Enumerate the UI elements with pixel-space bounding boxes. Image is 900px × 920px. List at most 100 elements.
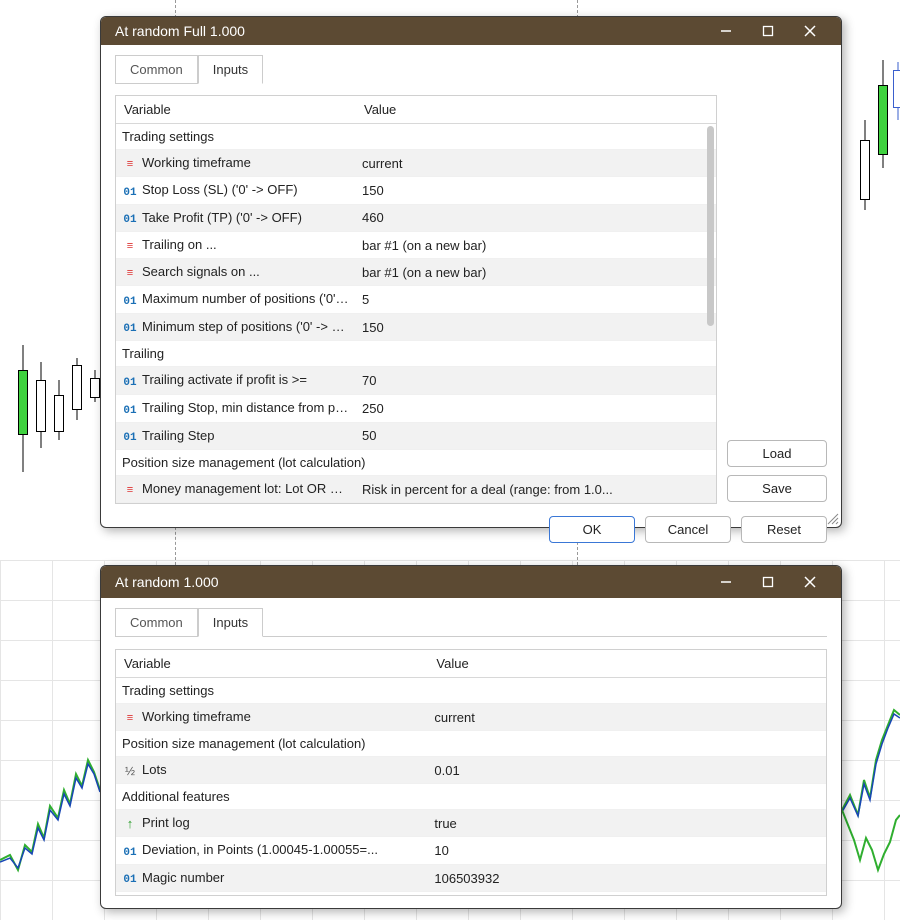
ok-button[interactable]: OK xyxy=(549,516,635,543)
variable-name: Trailing activate if profit is >= xyxy=(142,372,307,387)
value-cell[interactable]: true xyxy=(428,810,826,837)
int-type-icon: 01 xyxy=(122,292,138,308)
variable-cell[interactable]: 01Stop Loss (SL) ('0' -> OFF) xyxy=(116,177,356,205)
value-cell[interactable]: 5 xyxy=(356,286,716,314)
variable-cell[interactable]: 01Deviation, in Points (1.00045-1.00055=… xyxy=(116,837,428,865)
table-row[interactable]: ↑Print logtrue xyxy=(116,810,826,837)
section-header: Position size management (lot calculatio… xyxy=(116,731,826,757)
value-cell[interactable]: 50 xyxy=(356,422,716,450)
variable-name: Trailing Step xyxy=(142,428,215,443)
variable-name: Money management lot: Lot OR Risk xyxy=(142,481,355,496)
variable-cell[interactable]: 01Trailing activate if profit is >= xyxy=(116,367,356,395)
maximize-button[interactable] xyxy=(747,17,789,45)
table-row[interactable]: ≡ Working timeframe current xyxy=(116,704,826,731)
table-row[interactable]: ≡Trailing on ...bar #1 (on a new bar) xyxy=(116,232,716,259)
variable-cell[interactable]: ≡ Money management lot: Lot OR Risk xyxy=(116,476,356,503)
value-cell[interactable]: 460 xyxy=(356,204,716,232)
table-row[interactable]: ≡ Money management lot: Lot OR RiskRisk i… xyxy=(116,476,716,503)
variable-cell[interactable]: ↑Print log xyxy=(116,810,428,837)
variable-name: Working timeframe xyxy=(142,155,251,170)
variable-name: Trailing on ... xyxy=(142,237,217,252)
cancel-button[interactable]: Cancel xyxy=(645,516,731,543)
value-cell[interactable]: 0.01 xyxy=(428,757,826,784)
tab-common[interactable]: Common xyxy=(115,55,198,84)
variable-cell[interactable]: ≡ Working timeframe xyxy=(116,704,428,731)
inputs-table: Variable Value Trading settings≡Working … xyxy=(115,95,717,504)
variable-name: Working timeframe xyxy=(142,709,251,724)
tab-common[interactable]: Common xyxy=(115,608,198,637)
table-row[interactable]: ½Lots0.01 xyxy=(116,757,826,784)
value-cell[interactable]: 150 xyxy=(356,177,716,205)
col-value[interactable]: Value xyxy=(428,650,826,678)
section-header: Trading settings xyxy=(116,678,826,704)
variable-cell[interactable]: ≡ Working timeframe xyxy=(116,150,356,177)
maximize-button[interactable] xyxy=(747,568,789,596)
table-row[interactable]: 01Magic number106503932 xyxy=(116,864,826,892)
value-cell[interactable]: bar #1 (on a new bar) xyxy=(356,259,716,286)
value-cell[interactable]: 70 xyxy=(356,367,716,395)
col-variable[interactable]: Variable xyxy=(116,96,356,124)
table-row[interactable]: 01Deviation, in Points (1.00045-1.00055=… xyxy=(116,837,826,865)
variable-cell[interactable]: 01Take Profit (TP) ('0' -> OFF) xyxy=(116,204,356,232)
variable-cell[interactable]: 01Magic number xyxy=(116,864,428,892)
variable-cell[interactable]: ½Lots xyxy=(116,757,428,784)
tab-bar: Common Inputs xyxy=(101,45,841,84)
value-cell[interactable]: current xyxy=(356,150,716,177)
variable-cell[interactable]: 01Maximum number of positions ('0' -> O.… xyxy=(116,286,356,314)
value-cell[interactable]: Risk in percent for a deal (range: from … xyxy=(356,476,716,503)
variable-name: Deviation, in Points (1.00045-1.00055=..… xyxy=(142,842,378,857)
variable-cell[interactable]: 01Trailing Step xyxy=(116,422,356,450)
enum-type-icon: ≡ xyxy=(122,710,138,725)
table-row[interactable]: 01Trailing activate if profit is >=70 xyxy=(116,367,716,395)
table-row[interactable]: 01Stop Loss (SL) ('0' -> OFF)150 xyxy=(116,177,716,205)
double-type-icon: ½ xyxy=(122,763,138,778)
variable-cell[interactable]: ≡Trailing on ... xyxy=(116,232,356,259)
value-cell[interactable]: 10 xyxy=(428,837,826,865)
variable-cell[interactable]: 01 Minimum step of positions ('0' -> OFF) xyxy=(116,313,356,341)
tab-bar: Common Inputs xyxy=(101,598,841,637)
enum-type-icon: ≡ xyxy=(122,265,138,280)
value-cell[interactable]: 106503932 xyxy=(428,864,826,892)
variable-cell[interactable]: 01 Trailing Stop, min distance from price… xyxy=(116,395,356,423)
variable-name: Search signals on ... xyxy=(142,264,260,279)
variable-name: Minimum step of positions ('0' -> OFF) xyxy=(142,319,356,334)
int-type-icon: 01 xyxy=(122,319,138,335)
value-cell[interactable]: current xyxy=(428,704,826,731)
section-header: Additional features xyxy=(116,784,826,810)
table-row[interactable]: 01Trailing Step50 xyxy=(116,422,716,450)
table-row[interactable]: 01 Trailing Stop, min distance from price… xyxy=(116,395,716,423)
table-row[interactable]: ≡ Working timeframe current xyxy=(116,150,716,177)
table-row[interactable]: 01Maximum number of positions ('0' -> O.… xyxy=(116,286,716,314)
title-bar[interactable]: At random Full 1.000 xyxy=(101,17,841,45)
close-button[interactable] xyxy=(789,568,831,596)
col-variable[interactable]: Variable xyxy=(116,650,428,678)
enum-type-icon: ≡ xyxy=(122,482,138,497)
value-cell[interactable]: bar #1 (on a new bar) xyxy=(356,232,716,259)
table-row[interactable]: 01 Minimum step of positions ('0' -> OFF)… xyxy=(116,313,716,341)
title-bar[interactable]: At random 1.000 xyxy=(101,566,841,598)
load-button[interactable]: Load xyxy=(727,440,827,467)
resize-grip-icon[interactable] xyxy=(825,511,839,525)
minimize-button[interactable] xyxy=(705,568,747,596)
table-row[interactable]: ≡ Search signals on ... bar #1 (on a new b… xyxy=(116,259,716,286)
value-cell[interactable]: 150 xyxy=(356,313,716,341)
minimize-button[interactable] xyxy=(705,17,747,45)
window-title: At random 1.000 xyxy=(115,574,705,590)
value-cell[interactable]: 250 xyxy=(356,395,716,423)
close-button[interactable] xyxy=(789,17,831,45)
tab-inputs[interactable]: Inputs xyxy=(198,55,263,84)
reset-button[interactable]: Reset xyxy=(741,516,827,543)
tab-inputs[interactable]: Inputs xyxy=(198,608,263,637)
bool-type-icon: ↑ xyxy=(122,816,138,831)
section-header: Position size management (lot calculatio… xyxy=(116,450,716,476)
save-button[interactable]: Save xyxy=(727,475,827,502)
variable-cell[interactable]: ≡ Search signals on ... xyxy=(116,259,356,286)
enum-type-icon: ≡ xyxy=(122,156,138,171)
int-type-icon: 01 xyxy=(122,401,138,417)
col-value[interactable]: Value xyxy=(356,96,716,124)
variable-name: Trailing Stop, min distance from price t… xyxy=(142,400,356,415)
scrollbar[interactable] xyxy=(707,126,714,326)
window-title: At random Full 1.000 xyxy=(115,23,705,39)
table-row[interactable]: 01Take Profit (TP) ('0' -> OFF)460 xyxy=(116,204,716,232)
settings-dialog: At random 1.000 Common Inputs Variable V… xyxy=(100,565,842,909)
